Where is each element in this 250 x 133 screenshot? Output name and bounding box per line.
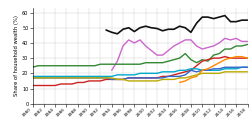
Y-axis label: Share of household wealth (%): Share of household wealth (%) <box>14 15 19 96</box>
